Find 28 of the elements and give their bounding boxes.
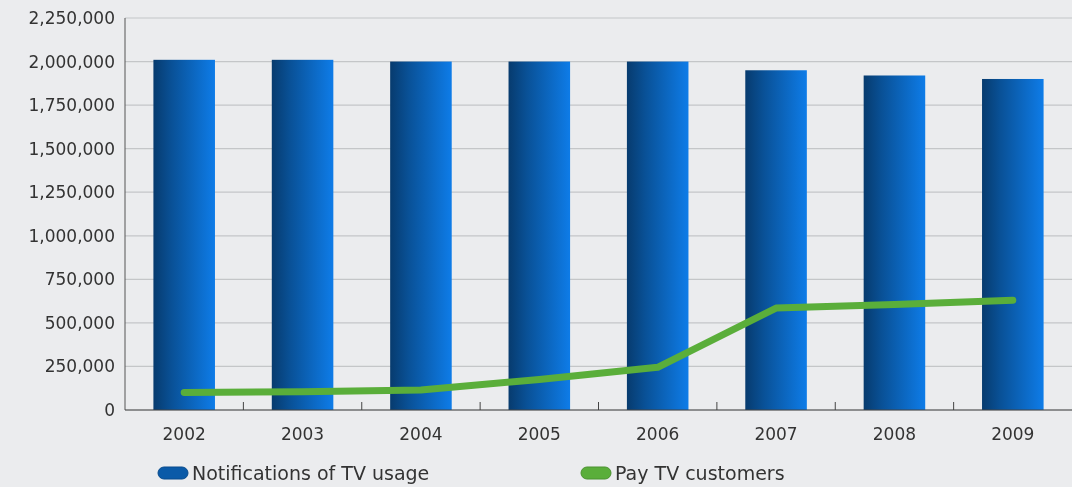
y-tick-label: 0	[104, 399, 115, 420]
x-tick-label: 2004	[399, 424, 443, 444]
bar	[745, 70, 807, 410]
x-tick-label: 2009	[991, 424, 1035, 444]
y-tick-label: 750,000	[44, 269, 115, 290]
y-tick-label: 500,000	[44, 312, 115, 333]
x-tick-label: 2007	[754, 424, 798, 444]
bar	[626, 61, 689, 410]
bar	[390, 61, 452, 410]
y-tick-label: 250,000	[44, 356, 115, 377]
x-tick-label: 2008	[872, 424, 917, 444]
bar	[271, 59, 334, 410]
x-tick-label: 2002	[162, 424, 206, 444]
bar	[982, 78, 1044, 410]
y-tick-label: 1,250,000	[28, 182, 115, 203]
legend-label: Notifications of TV usage	[192, 461, 430, 484]
y-tick-label: 1,000,000	[28, 225, 115, 246]
x-tick-label: 2003	[280, 424, 325, 444]
y-tick-label: 1,500,000	[28, 138, 115, 159]
y-tick-label: 2,000,000	[28, 51, 115, 72]
legend-label: Pay TV customers	[615, 461, 785, 484]
x-tick-label: 2006	[636, 424, 680, 444]
bar	[863, 75, 926, 410]
bar	[153, 59, 215, 410]
bar	[508, 61, 571, 410]
y-tick-label: 2,250,000	[28, 7, 115, 28]
y-tick-label: 1,750,000	[28, 95, 115, 116]
x-tick-label: 2005	[517, 424, 561, 444]
